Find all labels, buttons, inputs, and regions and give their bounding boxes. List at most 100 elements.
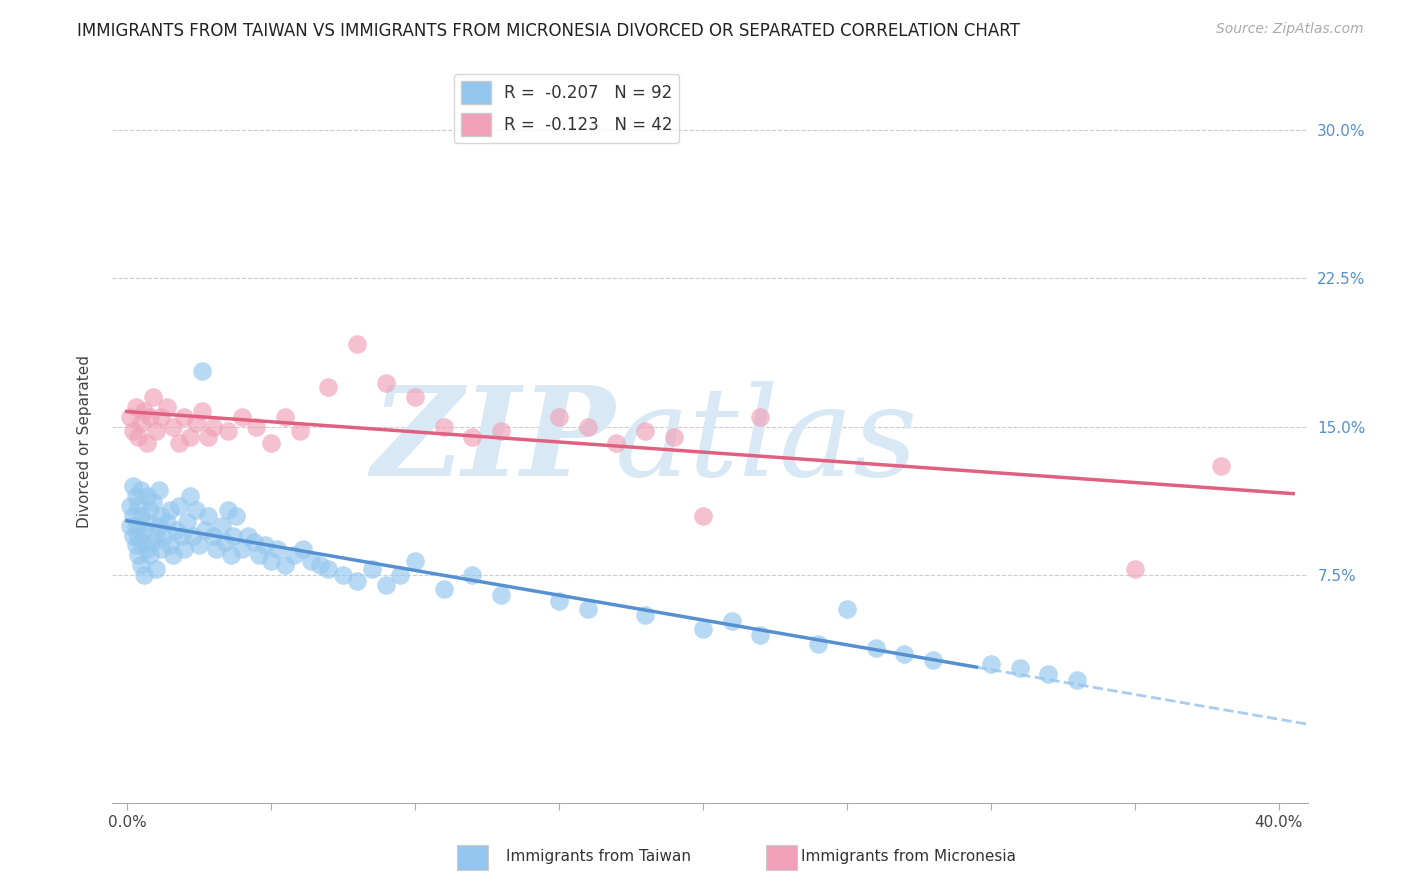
Point [318,380,340,394]
Point [162,549,184,563]
Point [245,419,267,434]
Point [121,508,143,523]
Point [433,419,456,434]
Point [118,518,141,533]
Point [124,489,146,503]
Point [176,515,198,529]
Point [433,582,456,596]
Legend: R =  -0.207   N = 92, R =  -0.123   N = 42: R = -0.207 N = 92, R = -0.123 N = 42 [454,74,679,143]
Point [214,534,236,549]
Point [124,518,146,533]
Point [547,409,569,424]
Point [190,404,212,418]
Point [142,534,165,549]
Point [346,574,368,588]
Text: Immigrants from Micronesia: Immigrants from Micronesia [801,849,1017,863]
Point [308,558,330,573]
Point [118,409,141,424]
Point [1066,673,1088,687]
Point [835,602,858,616]
Point [142,495,165,509]
Point [139,549,162,563]
Point [299,554,322,568]
Point [404,390,426,404]
Point [181,528,204,542]
Point [134,404,156,418]
Text: ZIP: ZIP [371,381,614,502]
Point [145,424,167,438]
Point [231,542,253,557]
Point [283,549,305,563]
Point [211,518,233,533]
Point [260,554,283,568]
Point [662,429,685,443]
Point [217,503,239,517]
Text: Immigrants from Taiwan: Immigrants from Taiwan [506,849,692,863]
Point [156,515,179,529]
Point [170,528,193,542]
Point [318,562,340,576]
Point [491,424,513,438]
Point [159,539,181,553]
Point [576,602,599,616]
Point [127,499,149,513]
Point [129,416,152,430]
Point [124,539,146,553]
Point [247,549,270,563]
Point [634,607,657,622]
Point [692,508,714,523]
Point [118,499,141,513]
Point [225,508,247,523]
Point [360,562,382,576]
Point [159,503,181,517]
Point [1123,562,1146,576]
Point [205,542,228,557]
Point [167,435,190,450]
Point [136,542,159,557]
Point [150,508,173,523]
Point [461,568,484,582]
Point [692,622,714,636]
Point [260,435,283,450]
Text: atlas: atlas [614,381,918,502]
Point [254,539,277,553]
Point [148,518,170,533]
Point [1038,667,1060,681]
Point [375,376,398,391]
Point [197,429,219,443]
Point [749,409,772,424]
Point [129,483,152,497]
Point [389,568,412,582]
Point [121,528,143,542]
Point [167,499,190,513]
Point [222,528,245,542]
Point [194,523,217,537]
Point [134,568,156,582]
Point [893,648,915,662]
Point [404,554,426,568]
Point [190,364,212,378]
Point [346,336,368,351]
Point [136,489,159,503]
Point [173,409,195,424]
Point [134,523,156,537]
Point [807,637,830,651]
Point [156,400,179,414]
Point [217,424,239,438]
Point [136,515,159,529]
Point [749,627,772,641]
Point [576,419,599,434]
Point [980,657,1002,672]
Point [184,416,207,430]
Point [187,539,209,553]
Point [274,558,297,573]
Point [266,542,288,557]
Point [150,409,173,424]
Point [148,483,170,497]
Point [236,528,259,542]
Point [139,409,162,424]
Point [605,435,627,450]
Point [179,489,201,503]
Point [274,409,297,424]
Point [136,435,159,450]
